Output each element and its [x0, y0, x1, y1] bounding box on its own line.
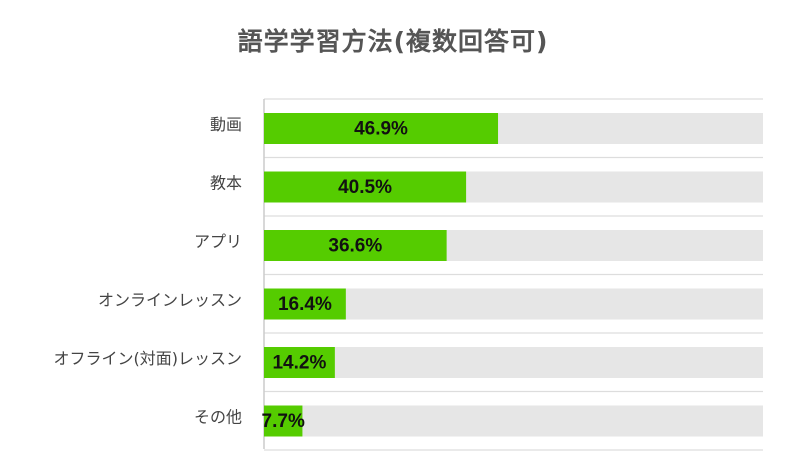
category-label: アプリ [194, 232, 242, 251]
bar [264, 405, 303, 437]
category-label: 教本 [210, 174, 242, 193]
data-label: 7.7% [262, 411, 305, 432]
bar [264, 113, 499, 144]
category-label: 動画 [210, 115, 242, 134]
category-label: オンラインレッスン [98, 291, 242, 310]
bar-track [264, 347, 763, 378]
bar [264, 347, 335, 378]
data-label: 16.4% [278, 294, 332, 315]
data-label: 40.5% [338, 177, 392, 198]
data-label: 46.9% [354, 119, 408, 140]
bar-track [264, 405, 763, 437]
bar [264, 230, 447, 261]
category-label: オフライン(対面)レッスン [54, 349, 243, 368]
bar-track [264, 288, 763, 320]
bar [264, 171, 467, 203]
data-label: 14.2% [272, 353, 326, 374]
category-label: その他 [194, 408, 242, 427]
bar [264, 288, 346, 320]
data-label: 36.6% [328, 236, 382, 257]
chart-title: 語学学習方法(複数回答可) [237, 27, 549, 56]
